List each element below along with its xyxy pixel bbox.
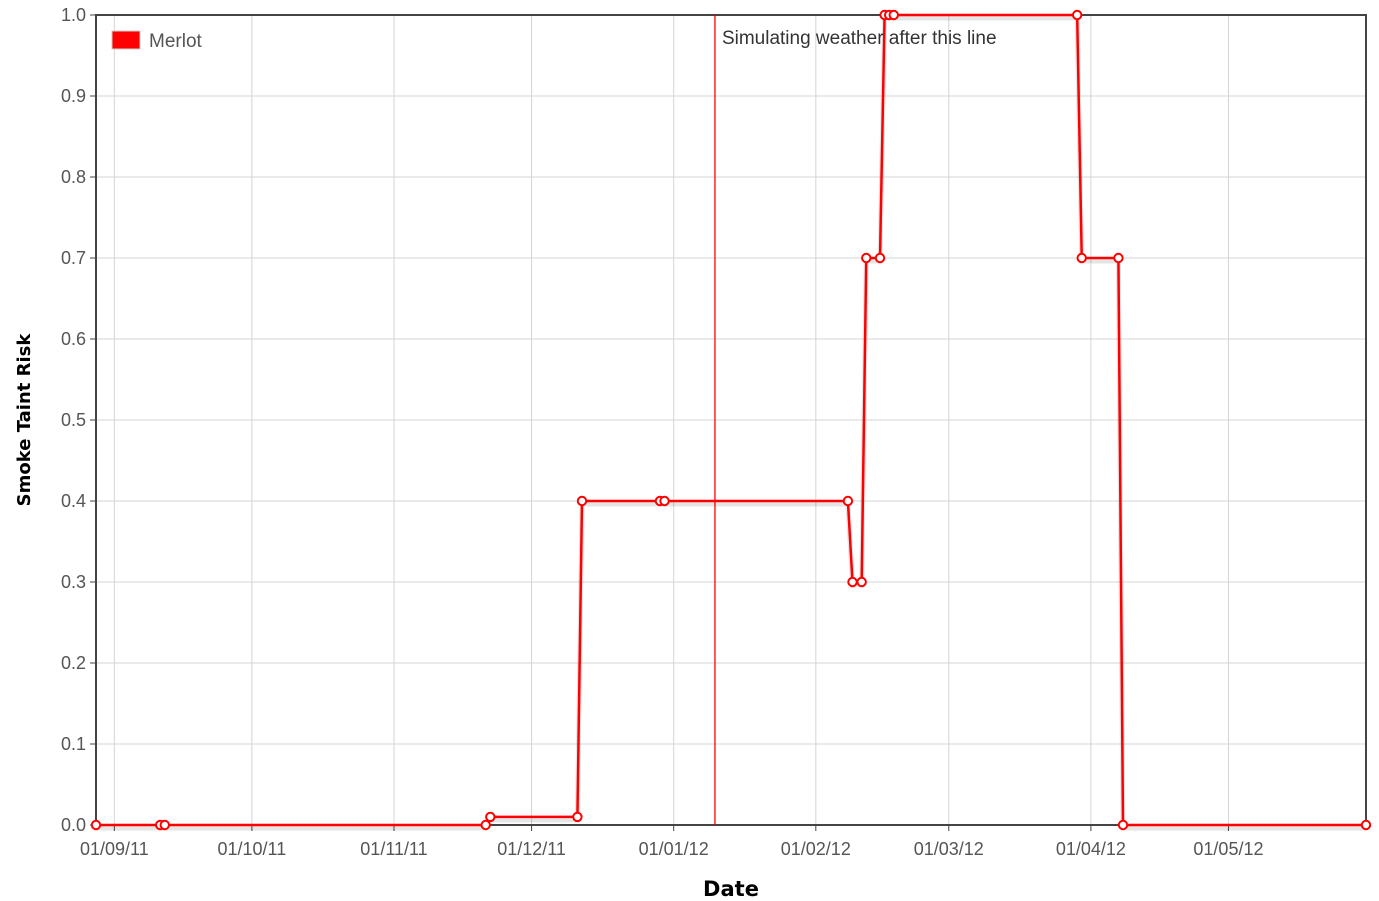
y-tick-label: 0.9 <box>61 86 86 106</box>
y-axis-ticks: 0.0 0.1 0.2 0.3 0.4 0.5 0.6 0.7 0.8 0.9 1.0 <box>61 5 96 835</box>
data-point <box>572 811 583 823</box>
data-point <box>856 576 867 588</box>
data-point <box>659 495 670 507</box>
y-tick-label: 0.2 <box>61 653 86 673</box>
series-merlot <box>90 9 1372 831</box>
y-tick-label: 0.5 <box>61 410 86 430</box>
y-tick-label: 0.1 <box>61 734 86 754</box>
x-tick-label: 01/04/12 <box>1056 839 1126 859</box>
data-point <box>1117 819 1129 831</box>
data-point <box>1360 819 1372 831</box>
data-point <box>1076 252 1087 264</box>
y-tick-label: 0.0 <box>61 815 86 835</box>
data-point <box>480 819 491 831</box>
y-tick-label: 0.4 <box>61 491 86 511</box>
legend-label-merlot: Merlot <box>149 31 203 52</box>
data-point <box>90 819 102 831</box>
x-tick-label: 01/10/11 <box>218 839 287 859</box>
series-shadow <box>96 15 1366 831</box>
legend-swatch-merlot <box>111 30 141 50</box>
data-point <box>888 9 899 21</box>
data-point <box>159 819 170 831</box>
y-tick-label: 0.7 <box>61 248 86 268</box>
data-point <box>1071 9 1083 21</box>
legend: Merlot <box>111 30 203 52</box>
x-tick-label: 01/12/11 <box>497 839 566 859</box>
x-tick-label: 01/01/12 <box>639 839 709 859</box>
data-point <box>847 576 858 588</box>
y-tick-label: 0.3 <box>61 572 86 592</box>
data-point <box>485 811 496 823</box>
x-tick-label: 01/11/11 <box>360 839 427 859</box>
y-tick-label: 0.6 <box>61 329 86 349</box>
y-tick-label: 1.0 <box>61 5 86 25</box>
data-point <box>861 252 872 264</box>
x-tick-label: 01/05/12 <box>1193 839 1263 859</box>
x-tick-label: 01/03/12 <box>914 839 984 859</box>
data-point <box>874 252 886 264</box>
grid <box>96 14 1366 826</box>
x-axis-ticks: 01/09/11 01/10/11 01/11/11 01/12/11 01/01/12… <box>80 825 1263 859</box>
data-point <box>1113 252 1124 264</box>
x-tick-label: 01/02/12 <box>781 839 851 859</box>
data-point <box>576 495 588 507</box>
y-axis-title: Smoke Taint Risk <box>14 333 35 507</box>
x-axis-title: Date <box>703 877 759 901</box>
data-point <box>842 495 854 507</box>
simulation-annotation-label: Simulating weather after this line <box>722 28 997 49</box>
y-tick-label: 0.8 <box>61 167 86 187</box>
x-tick-label: 01/09/11 <box>80 839 149 859</box>
